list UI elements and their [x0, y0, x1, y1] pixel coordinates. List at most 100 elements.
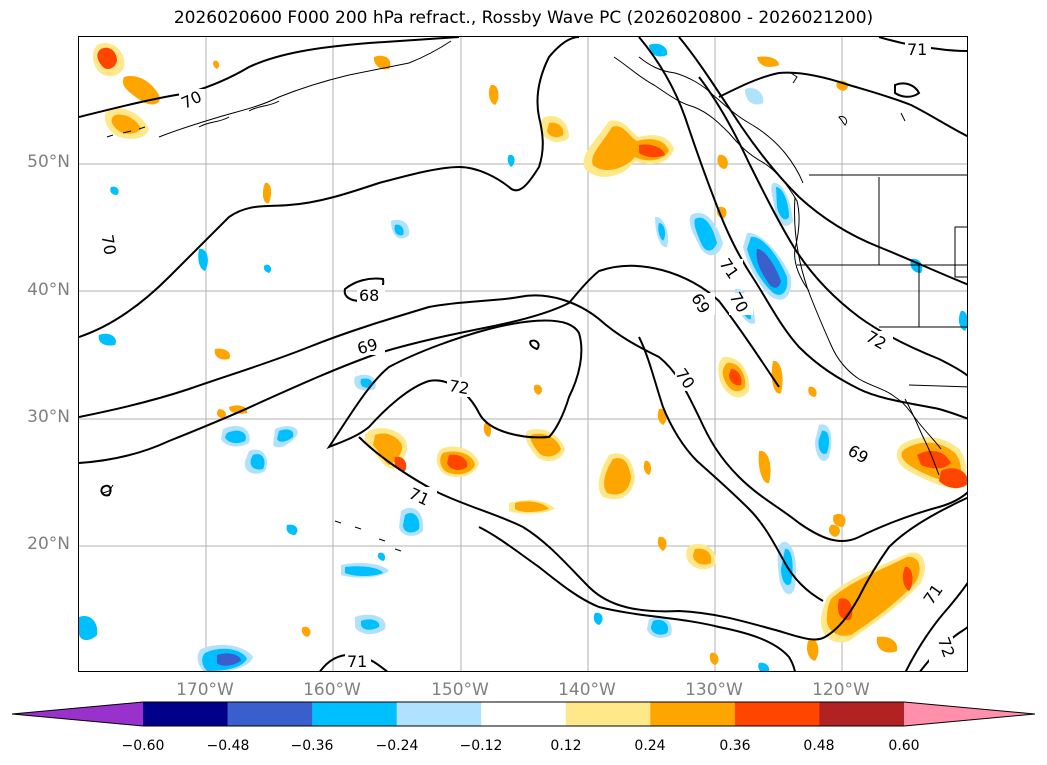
- bc-coast: [613, 56, 810, 292]
- neg-blob: [360, 378, 373, 388]
- colorbar-extend-high: [904, 702, 1035, 726]
- pos-blob: [604, 458, 631, 495]
- pos-blob: [939, 468, 967, 488]
- contour-70-east: [718, 71, 967, 138]
- neg-blob: [263, 264, 272, 273]
- neg-blob: [649, 43, 668, 57]
- pos-blob: [483, 422, 492, 437]
- pos-blob: [757, 56, 779, 67]
- lake: [838, 112, 906, 126]
- mexico-border: [908, 384, 967, 388]
- colorbar-tick-label: 0.12: [550, 738, 582, 754]
- island: [102, 484, 114, 494]
- pos-blob: [828, 524, 840, 537]
- pos-blob: [902, 566, 913, 591]
- contour-label-layer: 70 71 70 68 69 72 71 69 70 70 71 72 69: [87, 39, 959, 671]
- pos-blob: [488, 84, 499, 105]
- contour-72: [326, 319, 583, 450]
- colorbar-tick-label: −0.60: [121, 738, 165, 754]
- neg-blob: [756, 249, 781, 288]
- contour-72-south: [358, 436, 967, 641]
- contour-70-south: [638, 336, 824, 602]
- map-canvas: 70 71 70 68 69 72 71 69 70 70 71 72 69: [79, 37, 967, 671]
- neg-blob: [651, 619, 669, 635]
- neg-blob: [394, 224, 404, 236]
- pos-blob: [592, 126, 669, 171]
- pos-blob: [807, 638, 819, 661]
- pos-blob: [833, 513, 846, 527]
- colorbar-tick-label: 0.60: [888, 738, 920, 754]
- label-bg: [729, 293, 753, 315]
- pos-blob: [111, 114, 141, 134]
- neg-blob: [361, 619, 380, 630]
- pos-blob: [693, 548, 712, 565]
- pos-blob: [97, 47, 117, 69]
- neg-blob: [745, 87, 764, 105]
- hawaii-islands: [334, 520, 402, 552]
- map-panel: 70 71 70 68 69 72 71 69 70 70 71 72 69: [78, 36, 968, 672]
- positive-anomalies: [93, 42, 967, 665]
- contour-lines: [79, 37, 967, 671]
- colorbar-tick-label: −0.24: [375, 738, 419, 754]
- lat-label: 40°N: [27, 280, 70, 300]
- pos-blob: [643, 460, 652, 475]
- pos-blob: [214, 348, 231, 360]
- label-bg: [407, 487, 437, 507]
- contour-small: [529, 339, 540, 351]
- pos-blob: [709, 652, 719, 665]
- label-bg: [179, 89, 205, 109]
- pos-blob: [657, 408, 667, 425]
- contour-71-south: [478, 526, 796, 671]
- map-title: 2026020600 F000 200 hPa refract., Rossby…: [173, 8, 874, 28]
- pos-blob: [657, 536, 667, 551]
- neg-blob: [277, 429, 294, 442]
- pos-blob: [229, 405, 248, 414]
- contour-small: [894, 82, 921, 98]
- pos-blob: [373, 55, 391, 70]
- contour-label: 69: [355, 335, 380, 359]
- label-bg: [689, 293, 715, 315]
- neg-blob: [776, 187, 789, 220]
- label-bg: [905, 39, 931, 59]
- neg-blob: [377, 552, 386, 561]
- pos-blob: [301, 626, 311, 637]
- lat-label: 50°N: [27, 152, 70, 172]
- shading-layer: [79, 42, 967, 671]
- pos-blob: [262, 182, 272, 204]
- neg-blob: [507, 154, 515, 167]
- neg-blob: [79, 615, 98, 641]
- colorbar: [11, 701, 1036, 727]
- label-bg: [847, 445, 875, 465]
- pos-blob: [530, 433, 561, 457]
- colorbar-segment: [819, 702, 905, 726]
- label-bg: [919, 585, 945, 607]
- neg-blob: [818, 430, 830, 454]
- label-bg: [865, 331, 893, 351]
- colorbar-segment: [143, 702, 229, 726]
- contour-72-east: [698, 76, 967, 377]
- baja-coast: [904, 398, 940, 476]
- contour-70-west: [79, 37, 580, 338]
- pos-blob: [547, 122, 564, 138]
- contour-label: 71: [907, 40, 927, 59]
- contour-71-ne: [878, 37, 967, 52]
- contour-label: 68: [359, 286, 379, 305]
- label-bg: [345, 651, 371, 671]
- colorbar-tick-label: −0.48: [206, 738, 250, 754]
- alaska-coast: [198, 100, 280, 128]
- pos-blob: [122, 75, 160, 105]
- pos-blob: [717, 154, 728, 169]
- neg-blob: [345, 566, 383, 576]
- colorbar-tick-label: 0.48: [803, 738, 835, 754]
- lon-label: 170°W: [176, 680, 234, 700]
- contour-small: [100, 484, 112, 497]
- colorbar-outline: [11, 701, 1036, 727]
- island: [790, 72, 798, 84]
- colorbar-segment: [227, 702, 313, 726]
- lon-label: 120°W: [812, 680, 870, 700]
- pos-blob: [808, 386, 817, 397]
- pos-blob: [729, 369, 742, 386]
- neg-blob: [593, 612, 603, 625]
- label-bg: [447, 377, 475, 397]
- colorbar-tick-label: 0.24: [634, 738, 666, 754]
